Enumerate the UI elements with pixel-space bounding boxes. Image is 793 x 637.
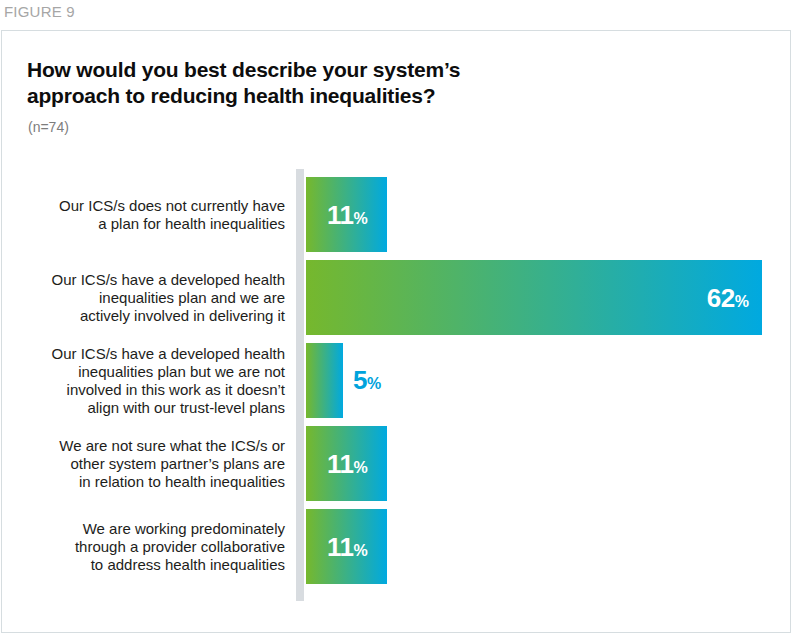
bar-track: 11% bbox=[306, 177, 790, 252]
bar-rows: Our ICS/s does not currently havea plan … bbox=[2, 177, 790, 584]
bar-track: 11% bbox=[306, 509, 790, 584]
chart-title-line-2: approach to reducing health inequalities… bbox=[27, 83, 460, 109]
report-page: FIGURE 9 How would you best describe you… bbox=[0, 0, 793, 637]
bar-track: 11% bbox=[306, 426, 790, 501]
bar: 11% bbox=[306, 177, 387, 252]
figure-card: How would you best describe your system’… bbox=[1, 30, 791, 633]
category-label: Our ICS/s does not currently havea plan … bbox=[2, 197, 285, 233]
category-label: Our ICS/s have a developed healthinequal… bbox=[2, 345, 285, 417]
bar-value-label: 11% bbox=[327, 531, 368, 562]
bar: 11% bbox=[306, 509, 387, 584]
bar-row: We are working predominatelythrough a pr… bbox=[2, 509, 790, 584]
bar-chart: Our ICS/s does not currently havea plan … bbox=[2, 177, 790, 592]
bar bbox=[306, 343, 343, 418]
bar-value-label: 11% bbox=[327, 448, 368, 479]
bar: 11% bbox=[306, 426, 387, 501]
bar-track: 62% bbox=[306, 260, 790, 335]
category-label: We are not sure what the ICS/s orother s… bbox=[2, 437, 285, 491]
figure-label: FIGURE 9 bbox=[4, 3, 75, 20]
bar-row: We are not sure what the ICS/s orother s… bbox=[2, 426, 790, 501]
chart-title-line-1: How would you best describe your system’… bbox=[27, 57, 460, 83]
bar-value-label: 62% bbox=[707, 282, 749, 313]
chart-title: How would you best describe your system’… bbox=[27, 57, 460, 109]
bar-row: Our ICS/s does not currently havea plan … bbox=[2, 177, 790, 252]
bar-row: Our ICS/s have a developed healthinequal… bbox=[2, 260, 790, 335]
sample-size: (n=74) bbox=[28, 119, 69, 135]
bar-row: Our ICS/s have a developed healthinequal… bbox=[2, 343, 790, 418]
bar: 62% bbox=[306, 260, 762, 335]
bar-value-label: 5% bbox=[353, 365, 381, 396]
category-label: Our ICS/s have a developed healthinequal… bbox=[2, 271, 285, 325]
bar-value-label: 11% bbox=[327, 199, 368, 230]
category-label: We are working predominatelythrough a pr… bbox=[2, 520, 285, 574]
bar-track: 5% bbox=[306, 343, 790, 418]
